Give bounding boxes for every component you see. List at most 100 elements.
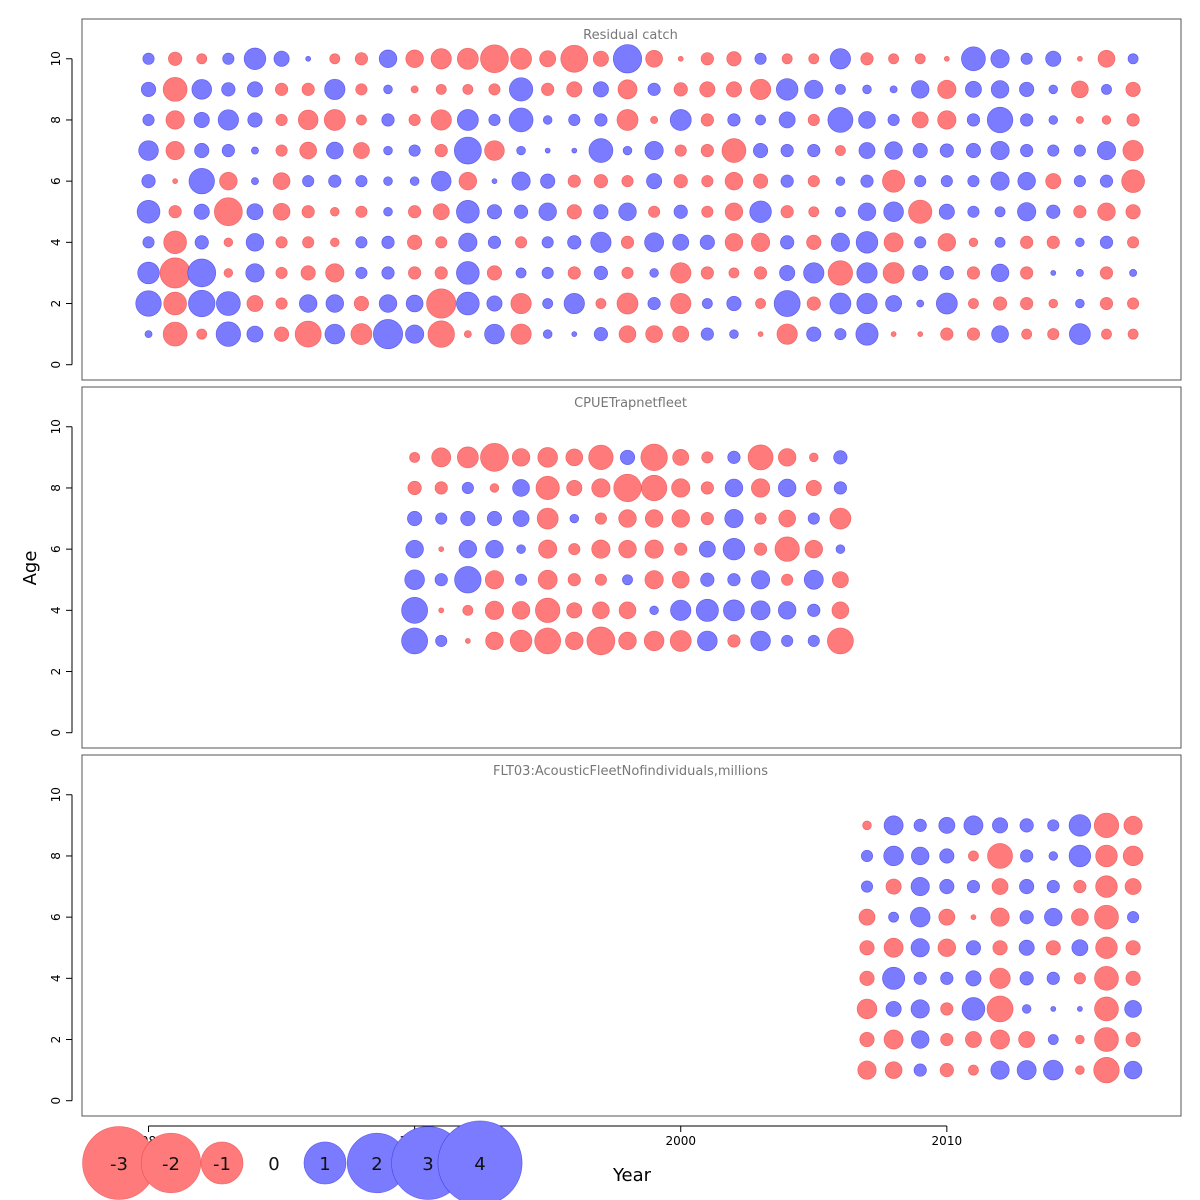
bubble [458, 232, 478, 252]
bubble [750, 78, 772, 100]
bubble [593, 204, 609, 220]
bubble [640, 443, 668, 471]
bubble [859, 940, 875, 956]
bubble [1020, 113, 1034, 127]
bubble [992, 817, 1009, 834]
bubble [613, 473, 642, 503]
panel-frame [81, 386, 1182, 749]
bubble [355, 205, 368, 218]
bubble [961, 46, 986, 72]
bubble [159, 257, 191, 289]
bubble [855, 231, 879, 254]
bubble [355, 266, 368, 279]
bubble [1020, 849, 1034, 863]
bubble [462, 604, 474, 616]
bubble [807, 512, 820, 525]
bubble [649, 268, 659, 278]
bubble [622, 145, 633, 156]
bubble [834, 145, 846, 156]
bubble [1071, 939, 1089, 957]
bubble [862, 820, 872, 831]
bubble [1077, 55, 1083, 62]
bubble [777, 448, 797, 467]
bubble [829, 507, 852, 530]
bubble [408, 144, 421, 157]
bubble [1044, 907, 1063, 927]
bubble [1127, 297, 1140, 310]
bubble [301, 205, 315, 219]
bubble [700, 572, 715, 587]
y-tick-label: 0 [49, 1097, 63, 1105]
bubble [434, 573, 448, 587]
bubble [566, 81, 583, 98]
bubble [1073, 879, 1087, 894]
bubble [781, 53, 793, 65]
bubble [883, 201, 904, 222]
bubble [860, 849, 874, 862]
bubble [695, 598, 719, 622]
bubble [940, 327, 954, 341]
bubble [834, 206, 846, 218]
bubble [1097, 49, 1116, 68]
bubble [538, 539, 558, 559]
legend-bubble [200, 1141, 244, 1185]
bubble [751, 478, 771, 498]
bubble [537, 569, 558, 590]
bubble [939, 879, 955, 895]
bubble [966, 266, 981, 280]
bubble [438, 546, 445, 553]
bubble [566, 602, 583, 619]
y-tick-label: 6 [49, 177, 63, 185]
bubble [456, 199, 480, 224]
bubble [489, 483, 500, 493]
bubble [1121, 169, 1145, 193]
bubble [804, 539, 823, 559]
bubble [911, 80, 930, 99]
bubble [464, 638, 471, 644]
bubble [407, 480, 422, 496]
bubble [910, 877, 930, 897]
bubble [486, 204, 503, 220]
bubble [857, 202, 877, 221]
bubble [780, 235, 795, 250]
bubble [462, 83, 474, 95]
bubble [162, 77, 188, 102]
bubble [699, 234, 715, 250]
bubble [330, 207, 340, 217]
bubble [509, 77, 534, 102]
legend-bubble [437, 1120, 523, 1200]
bubble [275, 144, 288, 157]
bubble [591, 478, 611, 498]
y-tick-label: 10 [49, 419, 63, 434]
bubble [829, 48, 851, 70]
bubble [888, 911, 900, 923]
bubble [700, 143, 714, 158]
bubble [722, 537, 746, 561]
bubble [435, 236, 448, 249]
bubble [491, 178, 498, 185]
bubble [807, 603, 821, 617]
bubble [835, 544, 846, 554]
bubble [534, 627, 562, 655]
y-tick-label: 0 [49, 361, 63, 369]
bubble [990, 80, 1010, 99]
bubble [727, 573, 741, 587]
bubble [484, 140, 505, 161]
bubble [1101, 83, 1112, 95]
bubble [245, 233, 265, 252]
bubble [1043, 1059, 1064, 1081]
bubble [833, 481, 847, 495]
bubble [990, 1060, 1010, 1080]
bubble [405, 294, 424, 313]
bubble [354, 52, 368, 66]
bubble [856, 998, 878, 1020]
bubble [594, 573, 607, 586]
bubble [808, 53, 820, 65]
bubble [434, 481, 448, 495]
bubble [618, 509, 637, 528]
bubble [488, 113, 501, 126]
bubble [542, 298, 554, 309]
bubble [856, 262, 878, 284]
bubble [383, 176, 393, 186]
bubble [566, 479, 583, 496]
